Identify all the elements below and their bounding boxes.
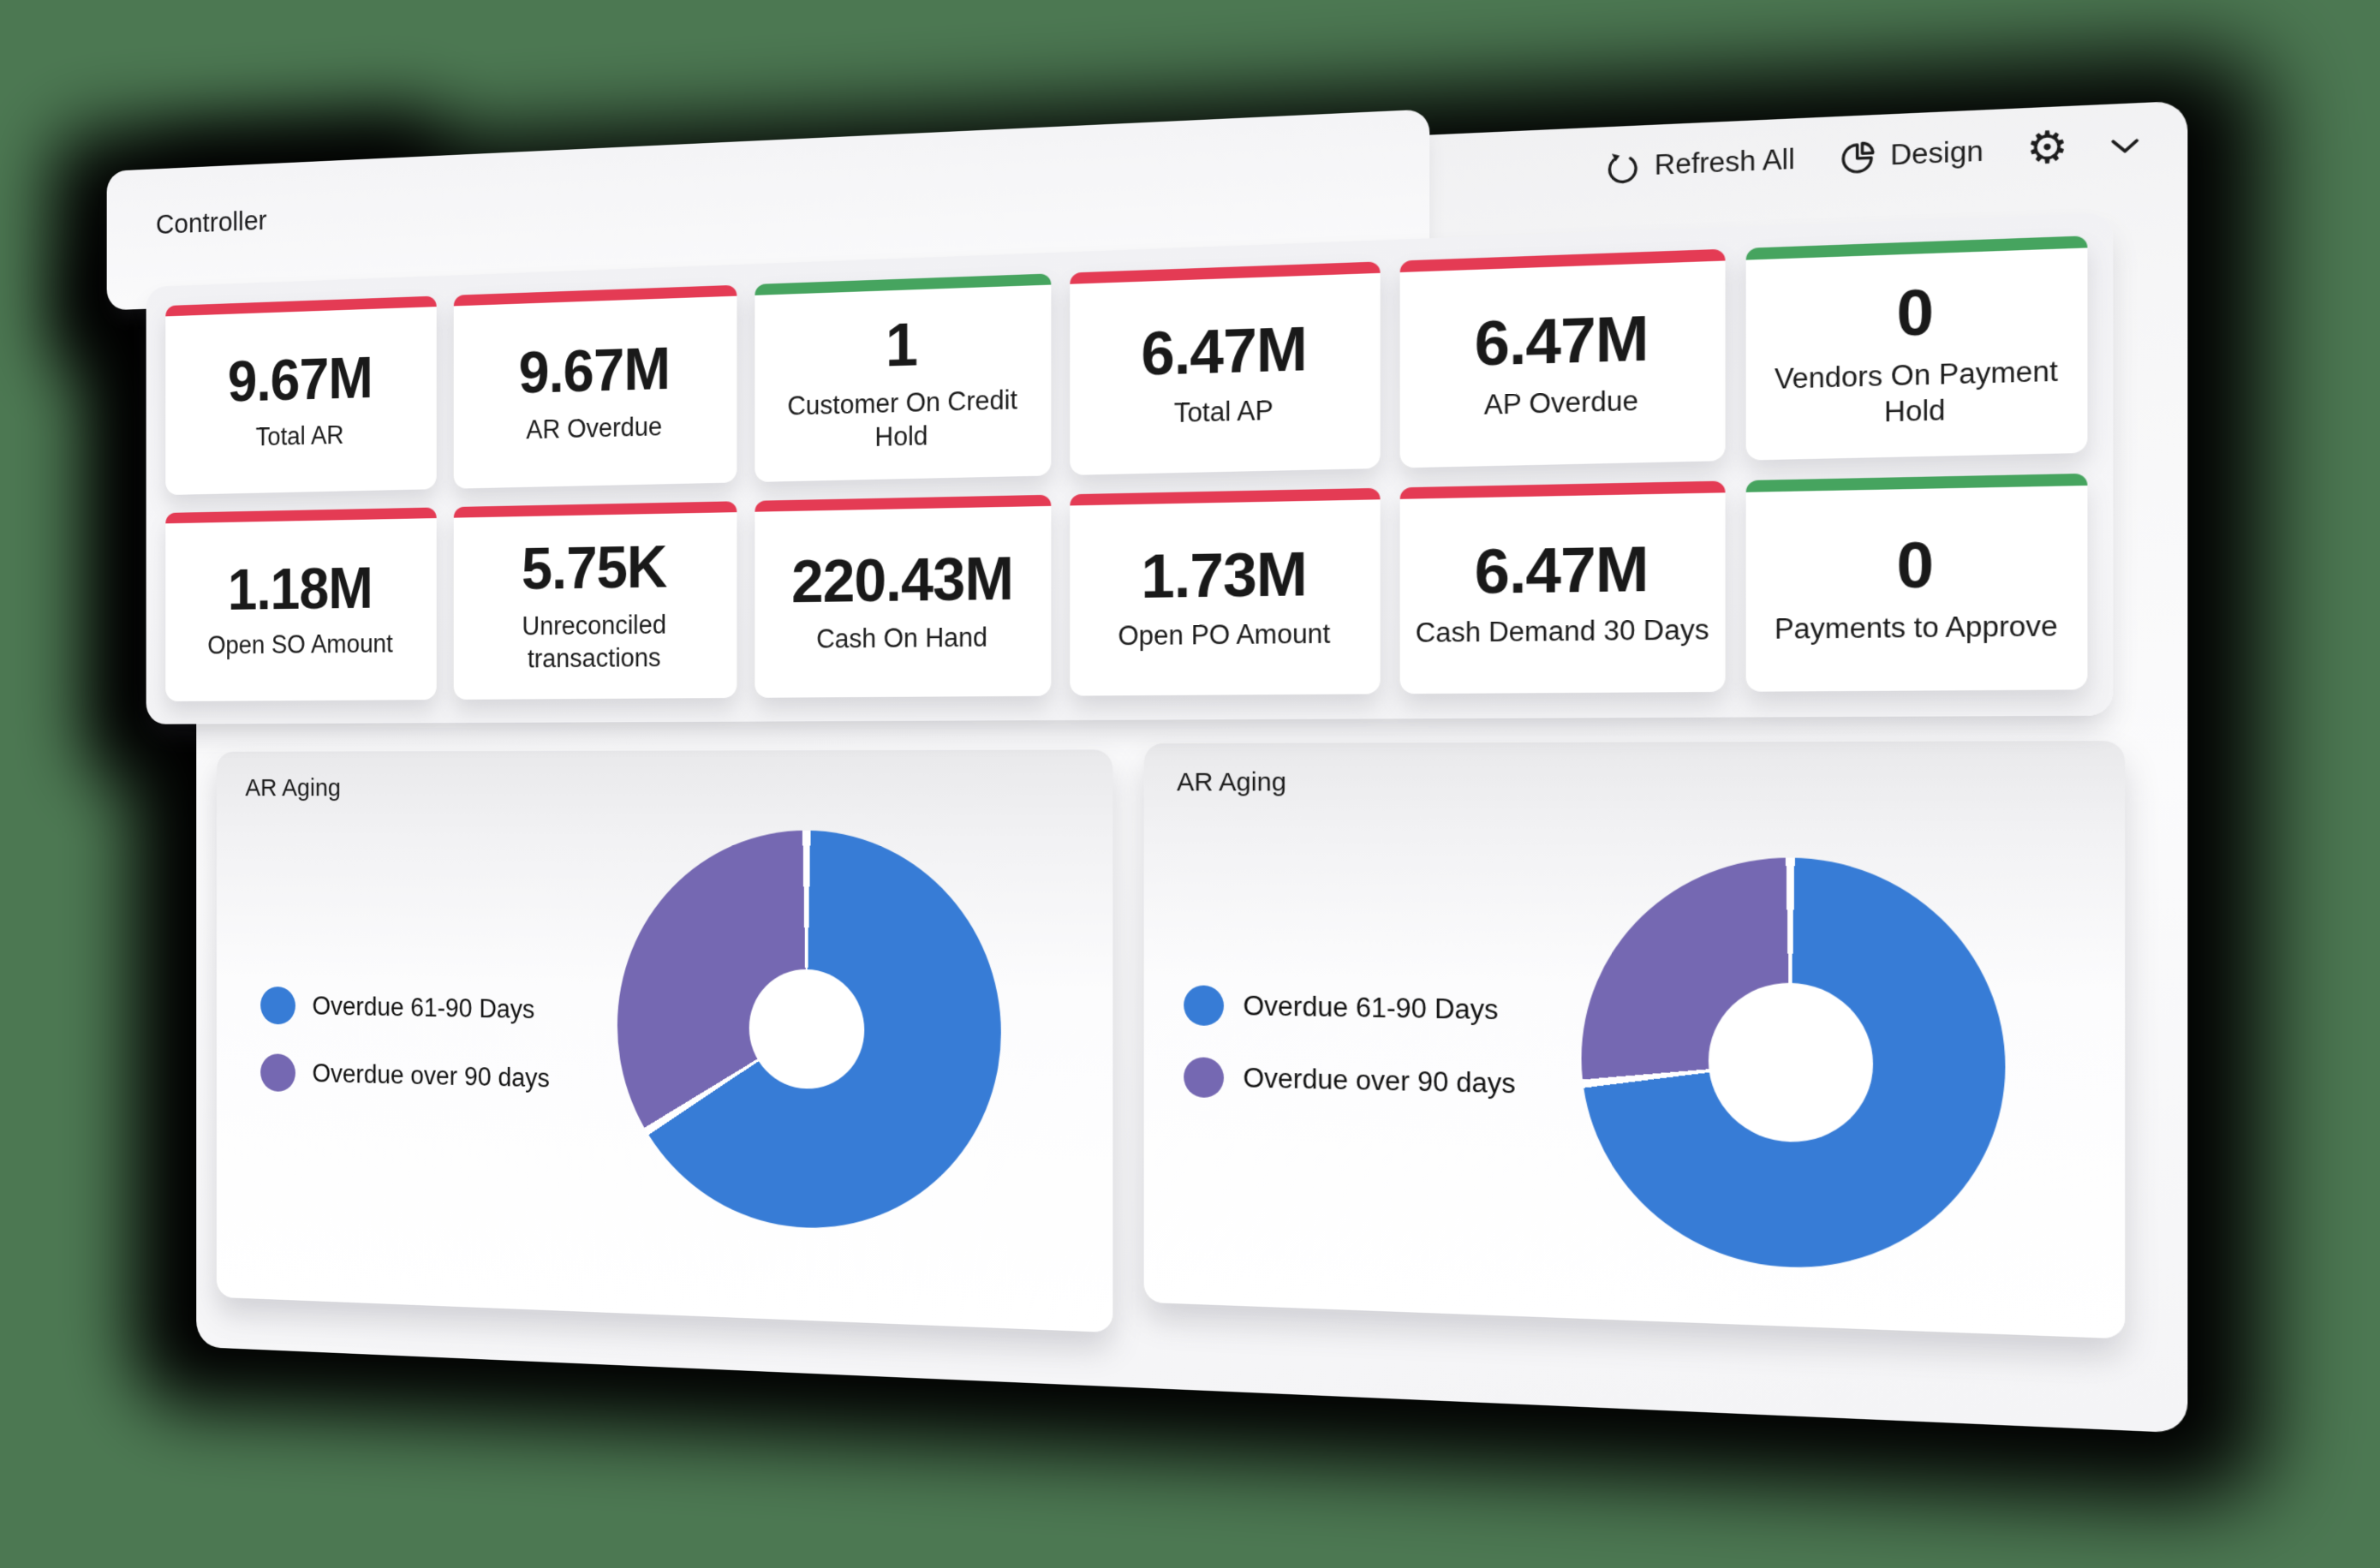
kpi-label: Payments to Approve (1775, 609, 2058, 647)
legend-label: Overdue over 90 days (1243, 1063, 1515, 1100)
legend-label: Overdue over 90 days (313, 1058, 550, 1094)
kpi-accent-bar (1746, 235, 2088, 259)
kpi-value: 0 (1896, 532, 1933, 600)
legend-item: Overdue 61-90 Days (260, 987, 550, 1029)
kpi-value: 1.73M (1141, 542, 1306, 609)
donut-hole (1708, 981, 1873, 1144)
kpi-label: Open SO Amount (207, 629, 393, 662)
legend-dot (260, 987, 295, 1025)
kpi-label: AR Overdue (526, 410, 662, 446)
legend-dot (1184, 985, 1224, 1026)
kpi-accent-bar (1070, 261, 1380, 283)
donut-hole (749, 969, 864, 1090)
chevron-down-icon (2112, 136, 2139, 154)
kpi-accent-bar (1400, 480, 1726, 498)
kpi-value: 1 (886, 313, 917, 378)
kpi-accent-bar (755, 273, 1051, 295)
legend-dot (260, 1053, 295, 1092)
kpi-label: Total AP (1174, 394, 1274, 431)
legend-item: Overdue over 90 days (1184, 1057, 1515, 1105)
kpi-card-unreconciled-transactions[interactable]: 5.75K Unreconciled transactions (454, 501, 737, 700)
chart-title: AR Aging (245, 774, 340, 802)
kpi-accent-bar (454, 285, 737, 307)
toolbar: Refresh All Design ⚙ (1602, 114, 2139, 197)
kpi-value: 6.47M (1475, 306, 1649, 377)
kpi-card-cash-demand-30-days[interactable]: 6.47M Cash Demand 30 Days (1400, 480, 1726, 694)
pie-chart-icon (1837, 137, 1877, 177)
kpi-label: Customer On Credit Hold (768, 384, 1038, 457)
kpi-card-payments-to-approve[interactable]: 0 Payments to Approve (1746, 473, 2088, 692)
kpi-card-open-so-amount[interactable]: 1.18M Open SO Amount (165, 507, 436, 701)
kpi-value: 6.47M (1141, 318, 1306, 387)
kpi-label: Cash On Hand (816, 622, 987, 657)
kpi-value: 6.47M (1475, 536, 1649, 605)
kpi-label: AP Overdue (1484, 384, 1638, 422)
donut-chart[interactable] (1582, 856, 2006, 1274)
legend-label: Overdue 61-90 Days (313, 992, 535, 1025)
design-button[interactable]: Design (1837, 132, 1983, 176)
legend: Overdue 61-90 Days Overdue over 90 days (1184, 985, 1515, 1105)
legend-dot (1184, 1057, 1224, 1098)
page-title: Controller (156, 205, 267, 241)
kpi-card-open-po-amount[interactable]: 1.73M Open PO Amount (1070, 487, 1380, 695)
chart-title: AR Aging (1177, 768, 1286, 798)
refresh-all-label: Refresh All (1655, 143, 1795, 182)
dropdown-chevron-button[interactable] (2112, 136, 2139, 154)
kpi-panel: 9.67M Total AR 9.67M AR Overdue 1 Custom… (146, 212, 2114, 724)
gear-icon: ⚙ (2026, 126, 2068, 172)
kpi-value: 5.75K (522, 537, 666, 601)
kpi-label: Open PO Amount (1118, 617, 1330, 653)
kpi-card-vendors-on-payment-hold[interactable]: 0 Vendors On Payment Hold (1746, 235, 2088, 460)
refresh-icon (1602, 147, 1641, 187)
kpi-card-total-ap[interactable]: 6.47M Total AP (1070, 261, 1380, 474)
legend: Overdue 61-90 Days Overdue over 90 days (260, 987, 550, 1098)
kpi-label: Total AR (256, 420, 344, 454)
kpi-value: 1.18M (228, 557, 373, 620)
refresh-all-button[interactable]: Refresh All (1602, 140, 1795, 187)
kpi-value: 9.67M (228, 348, 373, 413)
settings-gear-button[interactable]: ⚙ (2026, 126, 2068, 172)
chart-card-ar-aging-2: AR Aging Overdue 61-90 Days Overdue over… (1144, 741, 2126, 1338)
kpi-value: 220.43M (791, 547, 1013, 613)
kpi-card-cash-on-hand[interactable]: 220.43M Cash On Hand (755, 494, 1051, 698)
kpi-accent-bar (1746, 473, 2088, 492)
kpi-card-ap-overdue[interactable]: 6.47M AP Overdue (1400, 249, 1726, 468)
kpi-card-ar-overdue[interactable]: 9.67M AR Overdue (454, 285, 737, 488)
kpi-card-customer-on-credit-hold[interactable]: 1 Customer On Credit Hold (755, 273, 1051, 481)
design-label: Design (1890, 135, 1983, 172)
kpi-accent-bar (165, 507, 436, 523)
legend-item: Overdue over 90 days (260, 1053, 550, 1098)
kpi-label: Cash Demand 30 Days (1416, 613, 1709, 651)
kpi-accent-bar (165, 296, 436, 317)
kpi-value: 0 (1896, 279, 1933, 348)
kpi-label: Unreconciled transactions (466, 608, 724, 676)
dashboard: Refresh All Design ⚙ (196, 101, 2187, 1434)
kpi-value: 9.67M (519, 338, 671, 404)
kpi-accent-bar (1070, 487, 1380, 505)
kpi-card-total-ar[interactable]: 9.67M Total AR (165, 296, 436, 495)
legend-item: Overdue 61-90 Days (1184, 985, 1515, 1031)
kpi-accent-bar (454, 501, 737, 517)
chart-card-ar-aging-1: AR Aging Overdue 61-90 Days Overdue over… (217, 749, 1112, 1333)
kpi-accent-bar (755, 494, 1051, 511)
kpi-label: Vendors On Payment Hold (1761, 354, 2072, 433)
legend-label: Overdue 61-90 Days (1243, 990, 1498, 1026)
donut-chart[interactable] (617, 830, 1001, 1234)
kpi-accent-bar (1400, 249, 1726, 272)
